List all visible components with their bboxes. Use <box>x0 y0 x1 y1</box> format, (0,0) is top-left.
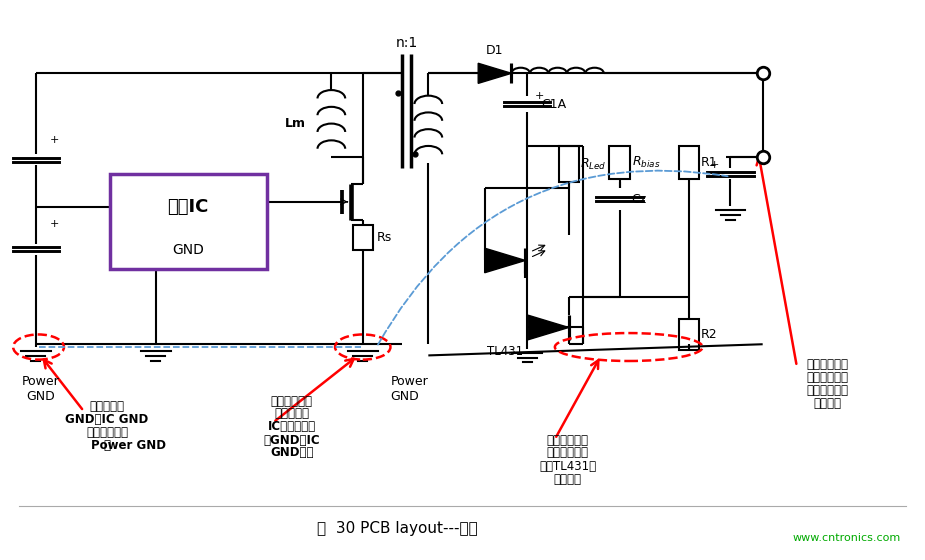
Text: Power GND: Power GND <box>91 439 166 452</box>
Text: 到: 到 <box>104 439 110 452</box>
Text: 输出采样电阻: 输出采样电阻 <box>547 433 589 447</box>
Polygon shape <box>478 63 512 83</box>
Bar <box>559 146 579 182</box>
Text: 的GND与IC: 的GND与IC <box>264 433 320 447</box>
Text: $R_{bias}$: $R_{bias}$ <box>632 155 660 170</box>
Bar <box>352 225 373 250</box>
Text: Lm: Lm <box>285 117 305 130</box>
Text: 负极相连: 负极相连 <box>813 397 842 410</box>
Text: +: + <box>709 161 720 170</box>
Text: 立走到控制: 立走到控制 <box>274 407 309 421</box>
Text: www.cntronics.com: www.cntronics.com <box>793 533 901 543</box>
Text: 控制IC: 控制IC <box>167 198 209 216</box>
Text: 相连后，连接: 相连后，连接 <box>86 426 128 440</box>
Text: GND: GND <box>172 243 204 257</box>
Bar <box>110 174 266 269</box>
Text: +: + <box>50 136 59 146</box>
Text: 反馈信号需独: 反馈信号需独 <box>271 394 313 408</box>
Text: 的地要与基准: 的地要与基准 <box>547 446 589 459</box>
Polygon shape <box>528 315 569 340</box>
Bar <box>679 146 699 179</box>
Text: 所有小信号: 所有小信号 <box>90 400 124 413</box>
Text: D1: D1 <box>486 44 503 57</box>
Text: GND相连: GND相连 <box>270 446 314 459</box>
Text: n:1: n:1 <box>396 36 418 50</box>
Text: 图  30 PCB layout---接地: 图 30 PCB layout---接地 <box>317 521 478 536</box>
Text: R2: R2 <box>701 328 718 341</box>
Text: 与相连后，与: 与相连后，与 <box>807 371 848 384</box>
Text: $R_{Led}$: $R_{Led}$ <box>580 157 606 171</box>
Text: Cz: Cz <box>632 193 647 206</box>
Text: +: + <box>535 91 544 101</box>
Text: IC，反馈信号: IC，反馈信号 <box>267 420 315 433</box>
Text: Power
GND: Power GND <box>390 375 428 403</box>
Polygon shape <box>485 248 525 273</box>
FancyArrowPatch shape <box>378 171 728 344</box>
Text: 源（TL431）: 源（TL431） <box>539 460 597 473</box>
Text: Power
GND: Power GND <box>21 375 59 403</box>
Text: C1A: C1A <box>541 97 566 110</box>
Text: GND与IC GND: GND与IC GND <box>66 413 149 426</box>
Text: TL431: TL431 <box>487 346 524 358</box>
Text: 输出电容的的: 输出电容的的 <box>807 385 848 398</box>
Text: 输出小信号地: 输出小信号地 <box>807 358 848 371</box>
Bar <box>610 146 630 179</box>
Text: R1: R1 <box>701 156 718 169</box>
Bar <box>679 319 699 350</box>
Text: 的地相连: 的地相连 <box>554 473 582 486</box>
Text: +: + <box>50 219 59 229</box>
Text: Rs: Rs <box>376 231 392 244</box>
